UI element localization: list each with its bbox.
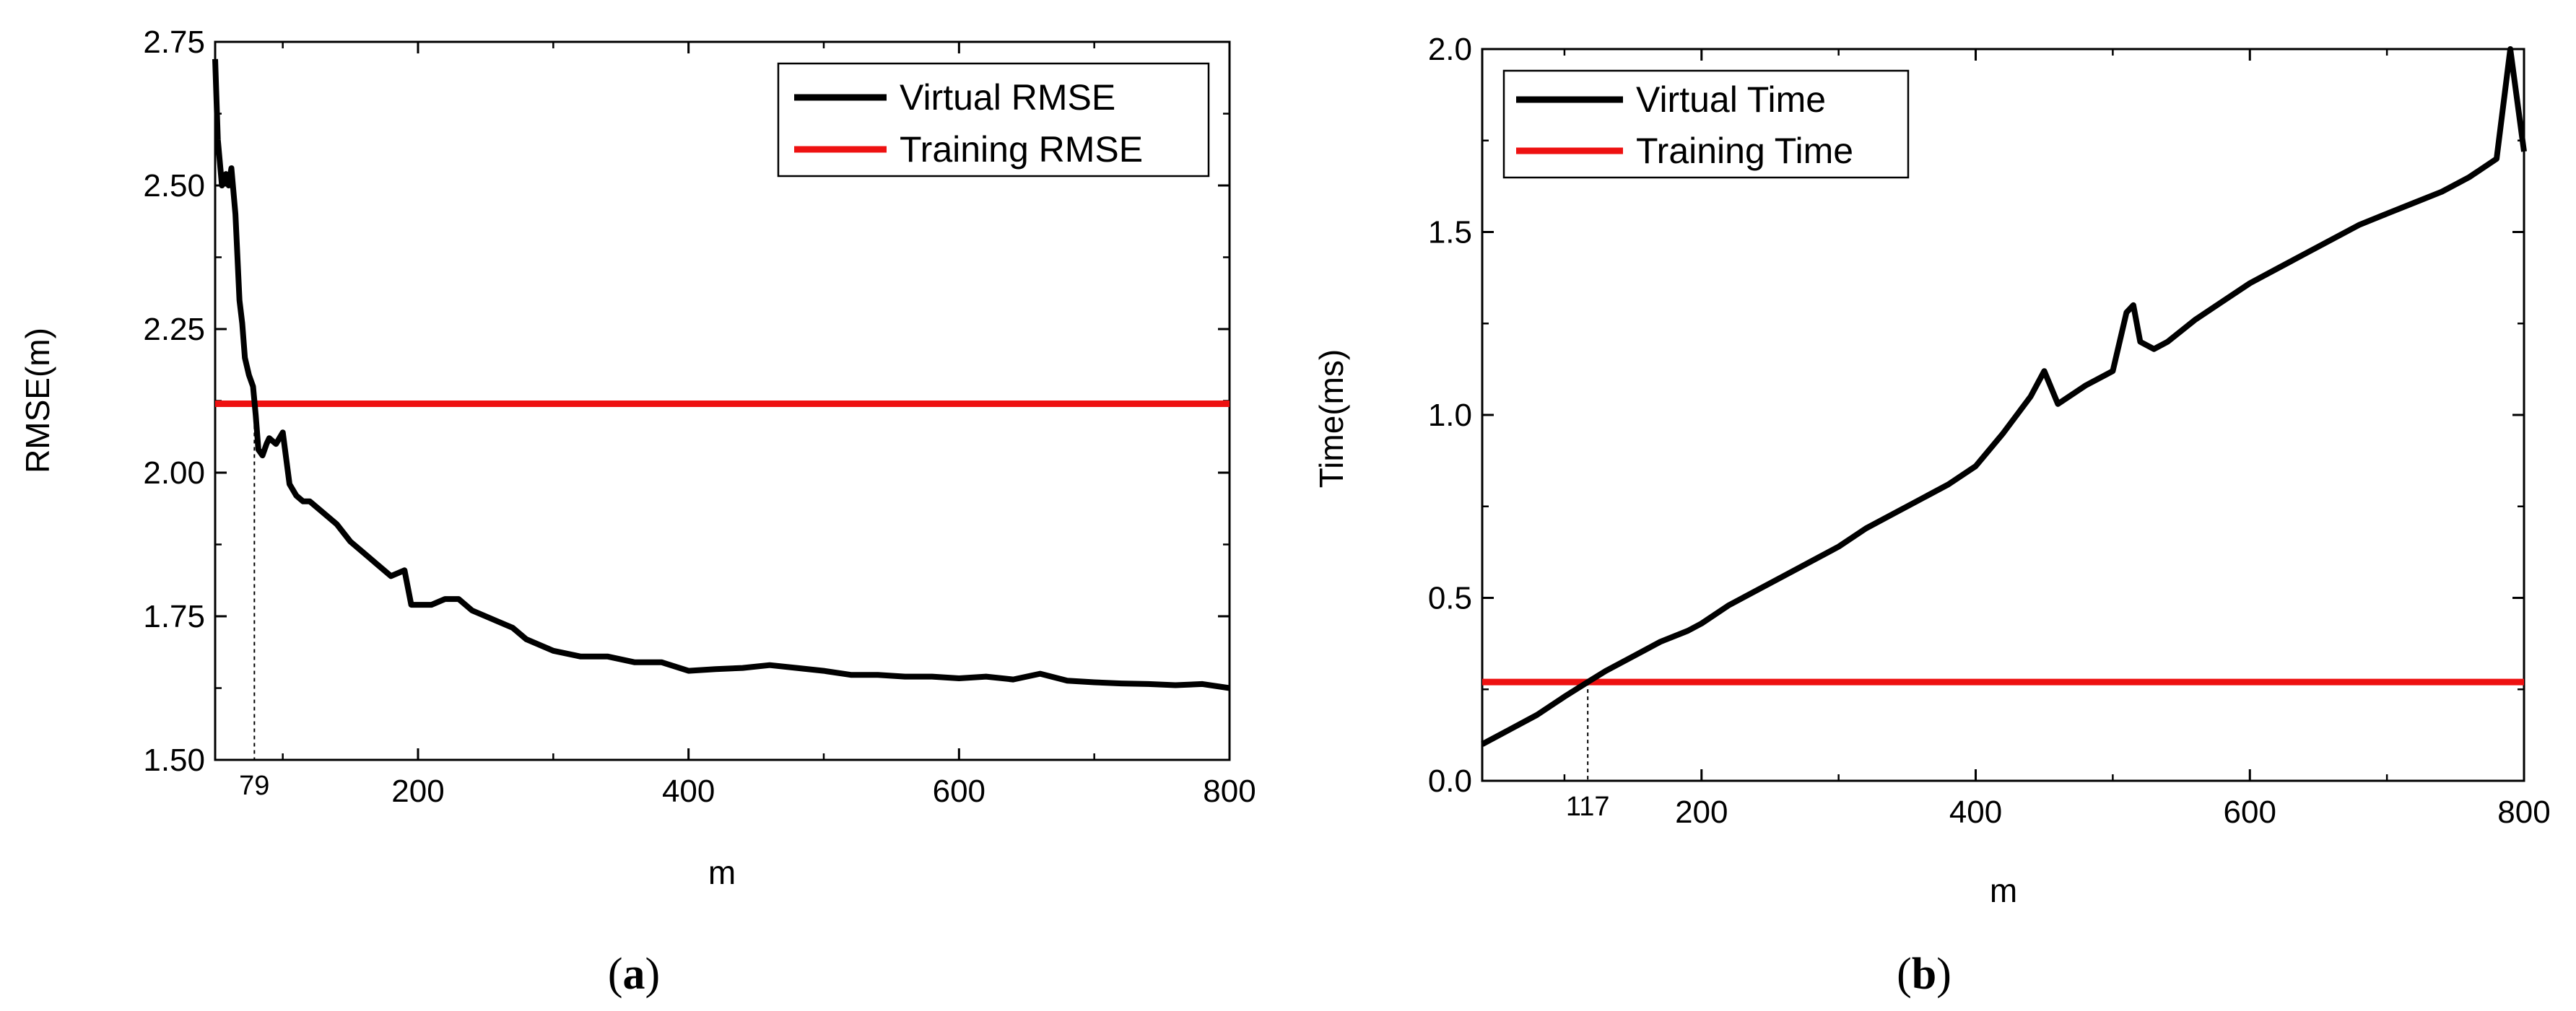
x-tick-label: 600 [2224,795,2276,830]
panel-label-b: (b) [1897,950,1951,999]
series-line-virtual-time [1481,46,2527,747]
legend-label-virtual-rmse: Virtual RMSE [900,77,1115,118]
y-tick-label: 1.0 [1428,398,1472,433]
x-axis-title-a: m [708,854,736,891]
tick-group-b: 0.0 0.5 1.0 1.5 2.0 200 400 600 800 117 [1428,32,2551,830]
y-tick-label: 2.75 [143,25,205,60]
legend-label-training-rmse: Training RMSE [900,129,1143,170]
legend-box-b [1502,69,1910,179]
chart-panel-a: 1.50 1.75 2.00 2.25 2.50 2.75 200 400 600 800 79 R… [19,25,1256,999]
y-tick-label: 2.25 [143,312,205,347]
x-tick-label: 600 [933,774,985,809]
legend-label-training-time: Training Time [1636,131,1853,171]
series-line-virtual-rmse [212,58,1230,691]
y-tick-label: 2.0 [1428,32,1472,67]
x-tick-label: 800 [2497,795,2550,830]
series-group-a [212,58,1230,760]
series-group-b [1481,46,2527,781]
x-tick-label: 200 [391,774,444,809]
x-tick-label: 400 [1949,795,2002,830]
legend-b: Virtual Time Training Time [1502,69,1910,179]
y-tick-label: 0.0 [1428,763,1472,799]
panel-label-a: (a) [608,950,660,999]
legend-box-a [777,62,1210,178]
x-axis-title-b: m [1990,872,2017,909]
annotation-label: 79 [239,771,269,801]
y-tick-label: 0.5 [1428,581,1472,616]
x-tick-label: 200 [1675,795,1728,830]
x-tick-label: 400 [662,774,715,809]
y-tick-label: 1.5 [1428,215,1472,250]
y-tick-label: 1.75 [143,599,205,634]
annotation-label: 117 [1566,792,1610,822]
y-axis-title-b: Time(ms) [1313,349,1350,488]
y-tick-label: 2.50 [143,168,205,203]
tick-group-a: 1.50 1.75 2.00 2.25 2.50 2.75 200 400 600 800 79 [143,25,1256,809]
y-tick-label: 2.00 [143,455,205,491]
y-axis-title-a: RMSE(m) [19,328,56,473]
x-tick-label: 800 [1203,774,1256,809]
legend-a: Virtual RMSE Training RMSE [777,62,1210,178]
y-tick-label: 1.50 [143,743,205,778]
legend-label-virtual-time: Virtual Time [1636,79,1826,120]
